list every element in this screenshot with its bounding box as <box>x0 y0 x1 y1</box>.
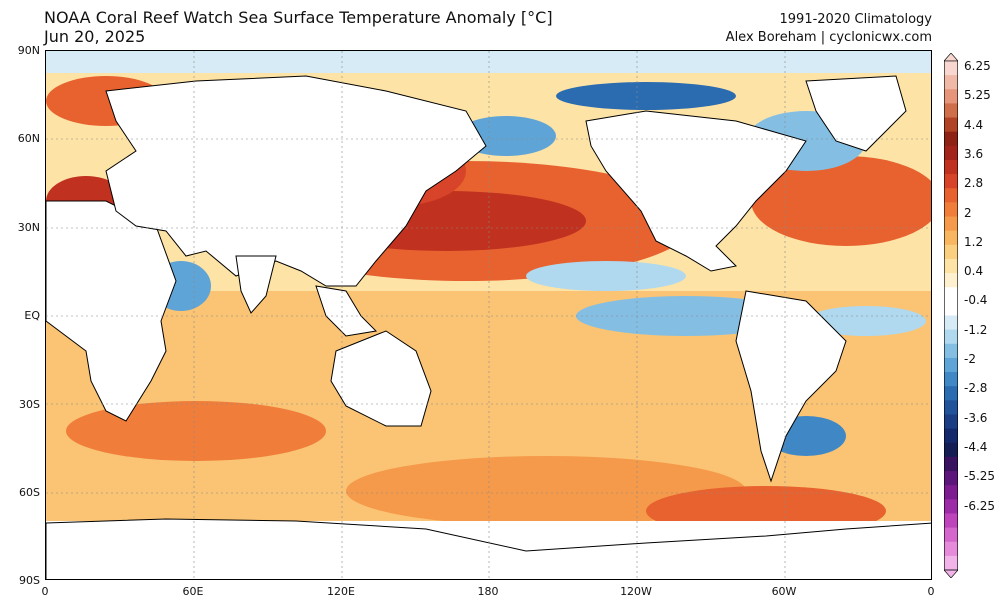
colorbar-top-arrow <box>944 53 958 62</box>
colorbar-swatch <box>944 329 958 345</box>
lat-label-30s: 30S <box>19 398 40 411</box>
colorbar-swatch <box>944 61 958 76</box>
colorbar-tick-label: -2 <box>964 352 976 366</box>
south-indian-warm <box>66 401 326 461</box>
colorbar-swatch <box>944 499 958 514</box>
sst-anomaly-map <box>45 50 932 580</box>
map-title: NOAA Coral Reef Watch Sea Surface Temper… <box>44 8 553 27</box>
colorbar-tick-label: 6.25 <box>964 59 991 73</box>
colorbar-swatch <box>944 159 958 175</box>
north-america-land <box>585 110 807 272</box>
colorbar-swatch <box>944 386 958 401</box>
colorbar-tick-label: -2.8 <box>964 381 988 396</box>
colorbar-swatch <box>944 541 958 557</box>
colorbar-tick-label: -1.2 <box>964 322 988 337</box>
colorbar-swatch <box>944 103 958 119</box>
colorbar-swatch <box>944 188 958 203</box>
africa-land <box>46 200 177 422</box>
atlantic-equatorial-cool <box>806 306 926 336</box>
colorbar-swatch <box>944 287 958 302</box>
colorbar-swatch <box>944 527 958 543</box>
central-pacific-cool <box>526 261 686 291</box>
land-masses <box>46 75 931 579</box>
colorbar-swatch <box>944 372 958 387</box>
credit-label: Alex Boreham | cyclonicwx.com <box>725 30 932 45</box>
lon-label-0: 0 <box>41 585 49 598</box>
colorbar-swatch <box>944 145 958 161</box>
colorbar-swatch <box>944 343 958 359</box>
colorbar-swatch <box>944 258 958 274</box>
colorbar-tick-label: -3.6 <box>964 410 988 425</box>
lon-label-0-east: 0 <box>927 585 935 598</box>
climatology-label: 1991-2020 Climatology <box>779 12 932 27</box>
lat-label-30n: 30N <box>17 221 40 234</box>
graticule <box>46 51 931 579</box>
colorbar-swatch <box>944 456 958 472</box>
colorbar-tick-label: -0.4 <box>964 293 988 308</box>
lat-label-90s: 90S <box>19 574 40 587</box>
colorbar-swatch <box>944 89 958 104</box>
lat-label-eq: EQ <box>24 309 40 322</box>
colorbar-tick-label: -4.4 <box>964 439 988 454</box>
australia-land <box>330 330 432 427</box>
colorbar-swatch <box>944 216 958 232</box>
colorbar-tick-label: 2 <box>964 205 972 220</box>
lon-label-120w: 120W <box>620 585 652 598</box>
south-america-land <box>735 290 847 483</box>
colorbar-swatch <box>944 202 958 218</box>
colorbar-swatch <box>944 428 958 444</box>
colorbar-tick-label: 1.2 <box>964 234 984 249</box>
colorbar-swatch <box>944 301 958 316</box>
colorbar-swatch <box>944 273 958 288</box>
colorbar-swatch <box>944 555 958 571</box>
colorbar-tick-label: 0.4 <box>964 264 984 279</box>
india-land <box>235 255 277 314</box>
beaufort-sea-cool <box>556 82 736 110</box>
colorbar-swatch <box>944 400 958 415</box>
lon-label-120e: 120E <box>327 585 355 598</box>
colorbar-tick-label: -6.25 <box>964 498 996 513</box>
lon-label-180: 180 <box>477 585 499 598</box>
colorbar-swatch <box>944 471 958 486</box>
colorbar-swatch <box>944 315 958 331</box>
lon-label-60e: 60E <box>182 585 204 598</box>
colorbar <box>944 53 958 578</box>
colorbar-swatch <box>944 357 958 373</box>
colorbar-tick-label: 5.25 <box>964 88 991 103</box>
arctic-band <box>46 51 931 73</box>
colorbar-swatch <box>944 414 958 430</box>
lon-label-60w: 60W <box>771 585 797 598</box>
lat-label-90n: 90N <box>17 44 40 57</box>
colorbar-tick-label: 3.6 <box>964 146 984 161</box>
colorbar-swatch <box>944 513 958 529</box>
colorbar-swatch <box>944 442 958 458</box>
colorbar-swatch <box>944 485 958 500</box>
lat-label-60n: 60N <box>17 132 40 145</box>
colorbar-border <box>944 60 958 571</box>
colorbar-tick-label: 2.8 <box>964 176 984 191</box>
map-canvas <box>46 51 931 579</box>
greenland-land <box>805 75 907 152</box>
colorbar-tick-label: 4.4 <box>964 117 984 132</box>
colorbar-swatch <box>944 244 958 260</box>
colorbar-tick-label: -5.25 <box>964 469 996 484</box>
north-atlantic-warm <box>751 156 931 246</box>
colorbar-swatch <box>944 131 958 147</box>
lat-label-60s: 60S <box>19 486 40 499</box>
eurasia-land <box>105 75 487 287</box>
colorbar-swatch <box>944 75 958 90</box>
colorbar-bottom-arrow <box>944 569 958 578</box>
south-pacific-warm <box>346 456 746 526</box>
colorbar-swatch <box>944 174 958 189</box>
map-date: Jun 20, 2025 <box>44 27 146 46</box>
colorbar-swatch <box>944 230 958 246</box>
antarctica-land <box>46 518 931 579</box>
colorbar-swatch <box>944 117 958 133</box>
